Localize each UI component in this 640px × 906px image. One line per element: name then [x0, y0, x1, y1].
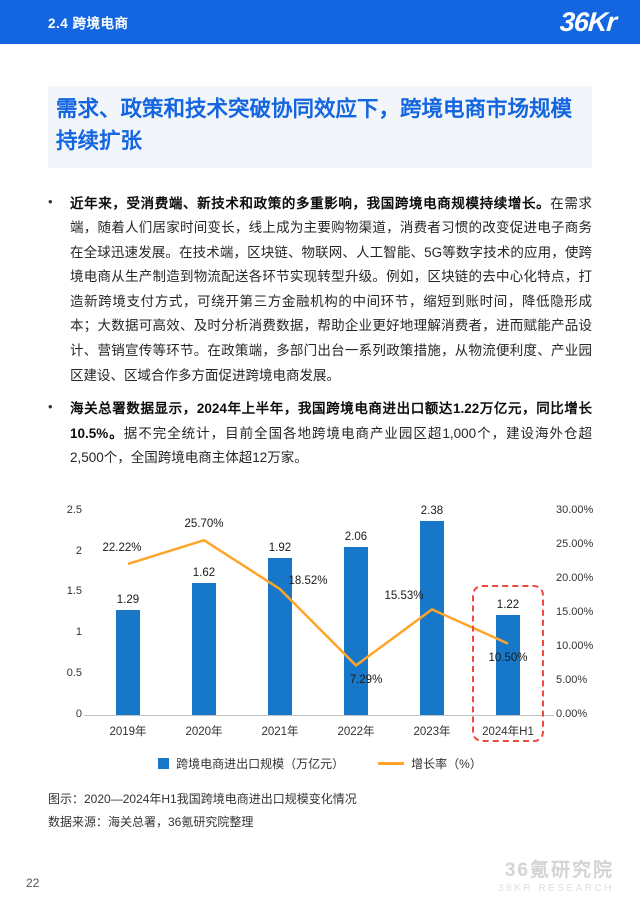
y-axis-right-tick: 10.00% — [556, 639, 594, 652]
y-axis-left-tick: 0.5 — [66, 667, 82, 679]
bullet-paragraph: • 海关总署数据显示，2024年上半年，我国跨境电商进出口额达1.22万亿元，同… — [48, 397, 592, 471]
y-axis-left-tick: 0 — [75, 707, 82, 720]
line-value-label: 7.29% — [349, 674, 383, 687]
watermark-cn: 36氪研究院 — [504, 860, 614, 882]
bullet-lead: 近年来，受消费端、新技术和政策的多重影响，我国跨境电商规模持续增长。 — [70, 195, 551, 211]
legend-label-bar: 跨境电商进出口规模（万亿元） — [176, 756, 345, 771]
line-value-label: 18.52% — [288, 574, 328, 587]
y-axis-left-tick: 1.5 — [66, 585, 82, 598]
bar-value-label: 2.38 — [420, 504, 444, 517]
bar — [116, 609, 140, 715]
x-axis-label: 2019年 — [109, 725, 147, 738]
page-title: 需求、政策和技术突破协同效应下，跨境电商市场规模持续扩张 — [48, 86, 592, 168]
y-axis-right-tick: 25.00% — [556, 537, 594, 550]
page-header: 2.4 跨境电商 36Kr — [0, 0, 640, 44]
y-axis-left-tick: 2 — [75, 544, 82, 557]
bar-value-label: 1.62 — [192, 566, 216, 579]
watermark: 36氪研究院 36KR RESEARCH — [498, 860, 614, 894]
bar — [420, 520, 444, 715]
y-axis-right-tick: 20.00% — [556, 571, 594, 584]
bullet-marker: • — [48, 193, 53, 209]
line-value-label: 22.22% — [102, 541, 142, 554]
y-axis-left-tick: 1 — [75, 626, 82, 639]
bullet-lead: 海关总署数据显示，2024年上半年，我国跨境电商进出口额达1.22万亿元，同比增… — [70, 401, 592, 441]
section-title: 2.4 跨境电商 — [48, 16, 129, 31]
bullet-marker: • — [48, 399, 53, 415]
y-axis-right-tick: 30.00% — [556, 503, 594, 516]
bullet-text: 海关总署数据显示，2024年上半年，我国跨境电商进出口额达1.22万亿元，同比增… — [70, 397, 592, 471]
bar-value-label: 1.92 — [268, 542, 292, 555]
line-value-label: 10.50% — [488, 652, 528, 665]
x-axis-label: 2022年 — [337, 725, 375, 738]
y-axis-left-tick: 2.5 — [66, 503, 82, 516]
chart-captions: 图示：2020—2024年H1我国跨境电商进出口规模变化情况 数据来源：海关总署… — [48, 788, 592, 834]
page-body: 需求、政策和技术突破协同效应下，跨境电商市场规模持续扩张 • 近年来，受消费端、… — [0, 86, 640, 833]
combo-chart: 0 0.5 1 1.5 2 2.5 0.00% 5.00% 10.00% 15.00% 20.00%… — [48, 483, 594, 753]
x-axis-label: 2023年 — [413, 725, 451, 738]
brand-logo: 36Kr — [558, 6, 618, 37]
x-axis-label: 2024年H1 — [482, 725, 534, 738]
bullet-rest: 据不完全统计，目前全国各地跨境电商产业园区超1,000个，建设海外仓超2,500… — [70, 425, 592, 466]
caption-figure: 图示：2020—2024年H1我国跨境电商进出口规模变化情况 — [48, 791, 357, 806]
bullet-paragraph: • 近年来，受消费端、新技术和政策的多重影响，我国跨境电商规模持续增长。在需求端… — [48, 192, 592, 389]
caption-source: 数据来源：海关总署，36氪研究院整理 — [48, 814, 254, 829]
line-value-label: 15.53% — [384, 590, 424, 603]
x-axis-label: 2021年 — [261, 725, 299, 738]
chart-legend: 跨境电商进出口规模（万亿元） 增长率（%） — [48, 755, 592, 772]
y-axis-right-tick: 0.00% — [556, 707, 588, 720]
page-number: 22 — [26, 876, 40, 890]
highlight-box — [472, 585, 544, 742]
y-axis-right-tick: 15.00% — [556, 605, 594, 618]
x-axis-line — [84, 714, 554, 716]
bar-value-label: 1.29 — [116, 593, 140, 606]
bullet-rest: 在需求端，随着人们居家时间变长，线上成为主要购物渠道，消费者习惯的改变促进电子商… — [70, 195, 592, 383]
bar-value-label: 2.06 — [344, 530, 368, 543]
x-axis-label: 2020年 — [185, 725, 223, 738]
bullet-text: 近年来，受消费端、新技术和政策的多重影响，我国跨境电商规模持续增长。在需求端，随… — [70, 192, 592, 389]
bullet-list: • 近年来，受消费端、新技术和政策的多重影响，我国跨境电商规模持续增长。在需求端… — [48, 192, 592, 471]
legend-label-line: 增长率（%） — [411, 756, 482, 771]
bar-series-swatch — [158, 757, 170, 769]
y-axis-right-tick: 5.00% — [556, 673, 588, 686]
watermark-en: 36KR RESEARCH — [498, 883, 614, 894]
bar — [344, 546, 368, 715]
line-value-label: 25.70% — [184, 518, 224, 531]
legend-item-line: 增长率（%） — [378, 755, 482, 772]
legend-item-bar: 跨境电商进出口规模（万亿元） — [158, 755, 344, 772]
line-series-swatch — [378, 761, 405, 765]
bar — [192, 582, 216, 715]
